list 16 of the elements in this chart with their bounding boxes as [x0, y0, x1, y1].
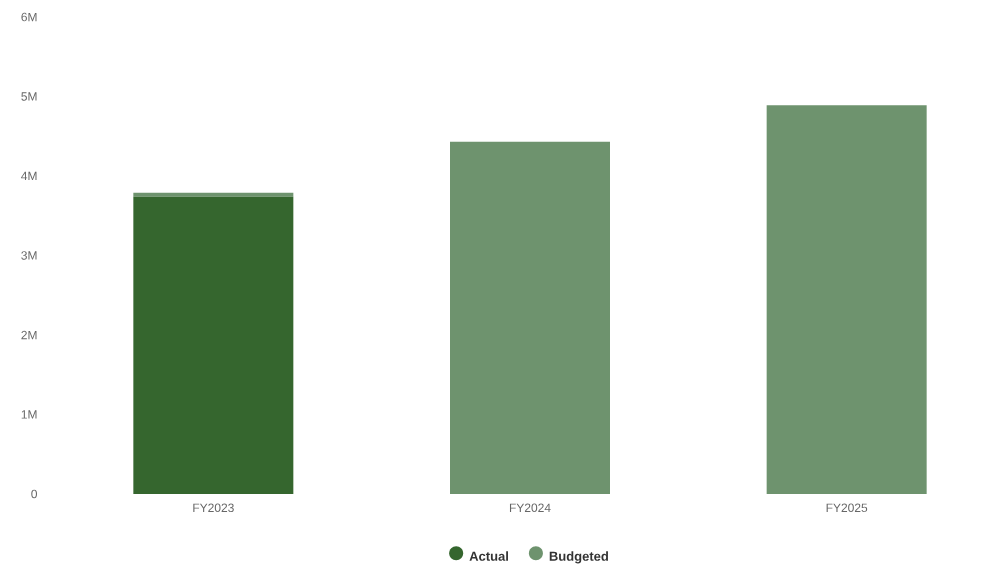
y-tick-label: 3M [21, 251, 37, 260]
y-tick-label: 4M [21, 171, 37, 181]
x-tick-label: FY2024 [509, 503, 551, 513]
x-tick-label: FY2023 [193, 503, 234, 513]
legend-label: Actual [469, 551, 508, 561]
y-tick-label: 6M [21, 12, 37, 22]
legend-label: Budgeted [549, 551, 608, 564]
y-tick-label: 5M [21, 92, 37, 101]
bar [133, 196, 294, 494]
y-tick-label: 0 [31, 489, 38, 499]
y-tick-label: 1M [21, 410, 37, 419]
bar [450, 141, 610, 494]
x-tick-label: FY2025 [826, 503, 868, 513]
bar [766, 105, 927, 494]
y-tick-label: 2M [21, 330, 37, 340]
bar [133, 192, 294, 197]
